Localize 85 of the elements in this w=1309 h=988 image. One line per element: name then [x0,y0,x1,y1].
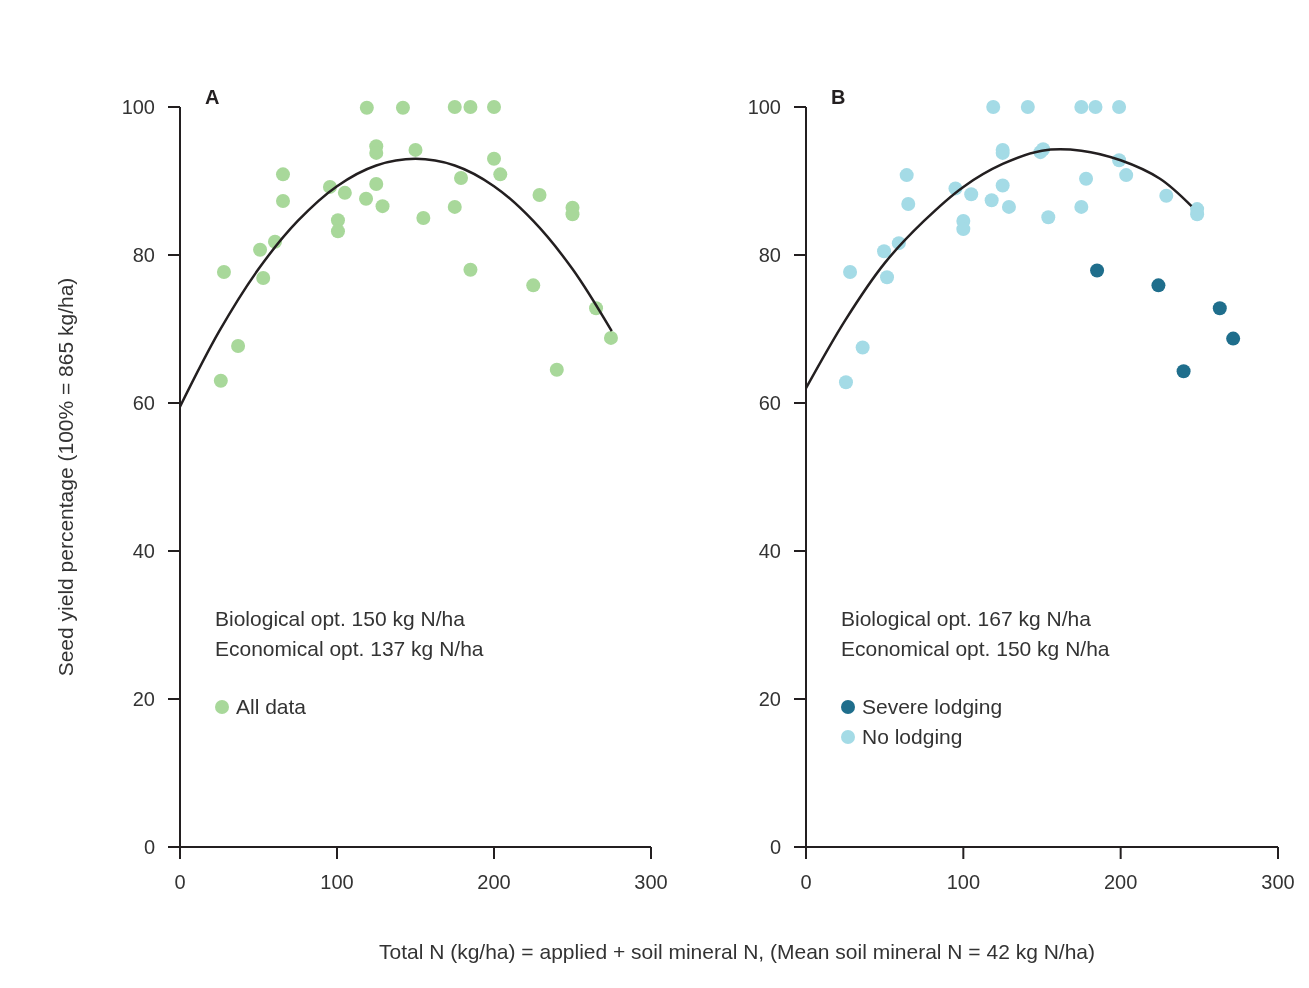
point [231,339,246,354]
point [1119,168,1134,183]
point [1020,100,1035,114]
point [493,167,508,182]
x-tick-label: 300 [634,871,668,893]
point [337,185,352,200]
x-tick-label: 100 [320,871,354,893]
y-axis-title: Seed yield percentage (100% = 865 kg/ha) [54,277,77,677]
x-tick-label: 300 [1261,871,1295,893]
point [330,224,345,239]
point [359,100,374,115]
point [213,373,228,388]
point [532,188,547,203]
y-tick-label: 0 [769,836,781,858]
annotation: Economical opt. 137 kg N/ha [215,637,484,660]
point [408,142,423,157]
point [275,167,290,182]
x-tick-label: 100 [946,871,981,893]
point [275,193,290,208]
point [855,340,870,355]
y-tick-label: 100 [121,96,155,118]
annotation: Biological opt. 150 kg N/ha [215,607,466,630]
y-tick-label: 100 [747,96,781,118]
x-tick-label: 200 [1103,871,1138,893]
point [1151,278,1166,293]
annotation: Biological opt. 167 kg N/ha [841,607,1092,630]
point [487,151,501,166]
y-tick-label: 80 [132,244,155,266]
x-axis-title: Total N (kg/ha) = applied + soil mineral N, (Mean soil mineral N = 42 kg N/ha) [378,940,1096,963]
point [964,187,979,202]
chart-title: A [205,86,220,108]
point [447,199,462,214]
point [877,244,892,259]
point [216,265,231,280]
point [1074,100,1089,114]
point [1079,171,1094,186]
point [843,265,858,280]
point [901,196,916,211]
x-tick-label: 200 [477,871,511,893]
point [463,100,478,114]
point [463,262,478,277]
point [447,100,462,114]
point [1212,301,1227,316]
point [549,362,564,377]
point [899,168,914,183]
point [256,270,271,285]
point [603,330,618,345]
point [1112,100,1127,114]
point [253,242,268,257]
point [454,171,469,186]
chart-title: B [831,86,846,108]
point [369,176,384,191]
point [1226,331,1241,346]
point [880,270,895,285]
point [995,178,1010,193]
y-tick-label: 60 [132,392,155,414]
point [1088,100,1103,114]
x-tick-label: 0 [174,871,186,893]
y-tick-label: 0 [143,836,155,858]
point [838,375,853,390]
legend-label: No lodging [862,725,963,749]
point [984,193,999,208]
point [1001,199,1016,214]
point [1041,210,1056,225]
y-tick-label: 60 [758,392,781,414]
point [986,100,1001,114]
point [1090,263,1105,278]
y-tick-label: 80 [758,244,781,266]
annotation: Economical opt. 150 kg N/ha [841,637,1110,660]
point [526,278,541,293]
point [375,199,390,214]
x-tick-label: 0 [800,871,812,893]
point [416,211,431,225]
point [1074,199,1089,214]
point [395,100,410,115]
point [1176,364,1191,379]
point [1159,188,1174,203]
legend-label: All data [236,695,307,719]
point [487,100,501,114]
y-tick-label: 40 [758,540,781,562]
y-tick-label: 40 [132,540,155,562]
y-tick-label: 20 [132,688,155,710]
point [359,191,374,206]
y-tick-label: 20 [758,688,781,710]
legend-label: Severe lodging [862,695,1003,719]
